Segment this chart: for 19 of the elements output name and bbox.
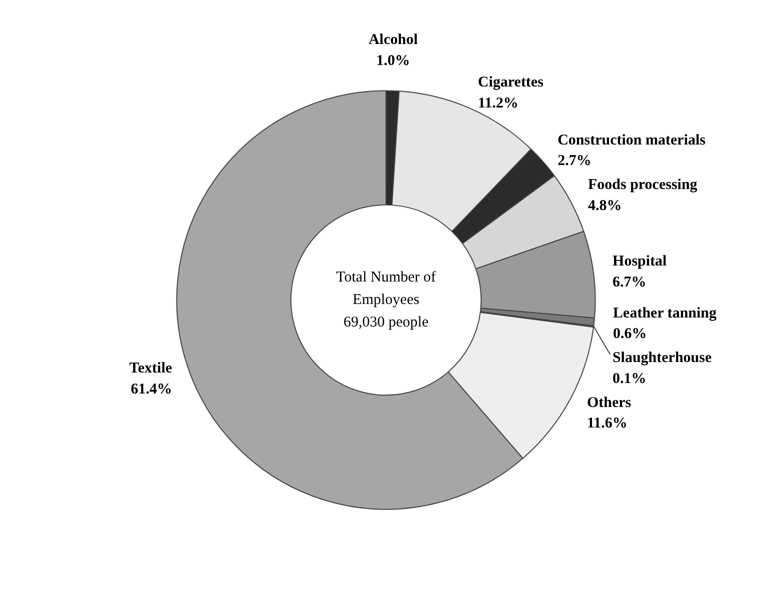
slice-label: Cigarettes <box>478 74 544 91</box>
slice-label: Alcohol <box>368 32 418 48</box>
data-label: 0.6% <box>613 326 647 342</box>
slice-label: Textile <box>129 360 172 376</box>
data-label: 61.4% <box>130 381 172 398</box>
slice-label: Others <box>586 394 632 411</box>
data-label: 11.6% <box>586 416 628 432</box>
data-label: 6.7% <box>612 274 646 290</box>
slice-label: Construction materials <box>558 132 706 148</box>
data-label: 4.8% <box>588 198 622 214</box>
data-label: 2.7% <box>558 153 592 170</box>
slice-label: Foods processing <box>588 177 698 194</box>
data-label: 0.1% <box>612 370 646 387</box>
slice-label: Leather tanning <box>613 305 718 322</box>
text: Total Number of Employees 69,030 people <box>336 270 436 330</box>
data-label: 11.2% <box>478 95 518 112</box>
data-label: 1.0% <box>376 52 410 69</box>
slice-label: Hospital <box>612 254 667 270</box>
slice-label: Slaughterhouse <box>612 350 712 366</box>
